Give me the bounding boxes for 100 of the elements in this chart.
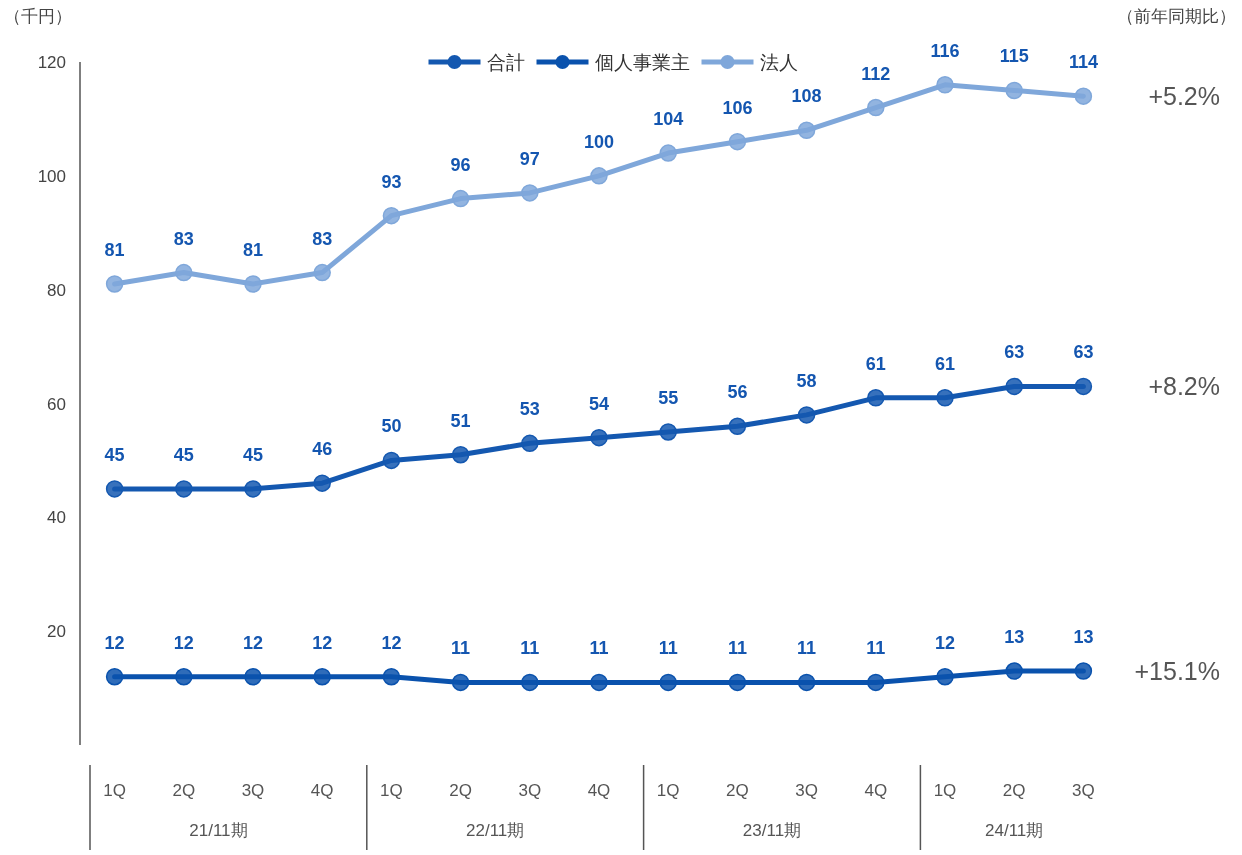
point	[105, 667, 124, 686]
data-label: 61	[934, 353, 956, 374]
x-tick-label: 2Q	[172, 781, 196, 800]
y-tick-label: 20	[47, 622, 66, 642]
data-label: 115	[999, 46, 1029, 67]
point	[1005, 662, 1023, 680]
data-label: 54	[588, 393, 610, 414]
point	[797, 406, 816, 424]
legend-label: 個人事業主	[594, 52, 690, 73]
legend-label: 法人	[759, 52, 798, 73]
text: +8.2%	[1148, 372, 1220, 401]
text: 21/11期	[189, 821, 248, 840]
point	[244, 667, 262, 686]
x-tick-label: 4Q	[310, 781, 334, 800]
point	[1074, 87, 1093, 105]
data-label: 51	[450, 410, 471, 431]
point	[659, 144, 677, 162]
data-label: 55	[658, 387, 679, 408]
point	[105, 480, 124, 498]
point	[244, 480, 262, 498]
x-tick-label: 2Q	[1002, 781, 1026, 800]
data-label: 93	[381, 171, 402, 192]
point	[590, 428, 608, 447]
point	[936, 389, 954, 407]
point	[1074, 662, 1093, 680]
text: 23/11期	[742, 821, 802, 840]
data-label: 11	[797, 638, 817, 659]
data-label: 11	[520, 638, 540, 659]
point	[382, 667, 401, 686]
x-tick-label: 3Q	[1072, 781, 1095, 800]
data-label: 11	[658, 638, 678, 659]
point	[313, 667, 331, 686]
x-tick-label: 3Q	[795, 781, 818, 800]
y-tick-label: 80	[47, 280, 66, 300]
data-label: 11	[589, 638, 609, 659]
x-tick-label: 2Q	[449, 781, 472, 800]
data-label: 83	[312, 228, 333, 249]
point	[728, 132, 747, 151]
point	[313, 263, 331, 282]
text: 24/11期	[985, 821, 1044, 840]
data-label: 63	[1004, 342, 1025, 363]
point	[659, 673, 677, 692]
data-label: 83	[173, 228, 194, 249]
point	[1074, 377, 1093, 396]
text: 22/11期	[466, 821, 525, 840]
data-label: 63	[1073, 342, 1094, 363]
data-label: 81	[104, 239, 125, 260]
data-label: 58	[796, 370, 817, 391]
data-label: 108	[791, 86, 822, 107]
data-label: 50	[381, 416, 402, 437]
y-tick-label: 40	[47, 508, 66, 528]
x-tick-label: 3Q	[241, 781, 265, 800]
data-label: 45	[173, 444, 194, 465]
data-label: 12	[381, 632, 402, 653]
legend-label: 合計	[486, 52, 525, 73]
point	[521, 673, 539, 692]
data-label: 45	[104, 444, 125, 465]
x-tick-label: 1Q	[103, 781, 126, 800]
y-tick-label: 100	[37, 166, 66, 186]
point	[244, 275, 262, 293]
data-label: 11	[451, 638, 471, 659]
y-tick-label: 60	[47, 394, 66, 414]
data-label: 46	[312, 439, 333, 460]
point	[728, 417, 747, 436]
data-label: 12	[104, 632, 125, 653]
text: （前年同期比）	[1117, 7, 1236, 26]
data-label: 11	[727, 638, 747, 659]
point	[451, 673, 470, 692]
point	[936, 76, 954, 94]
point	[659, 423, 677, 441]
point	[590, 673, 608, 692]
point	[175, 263, 193, 282]
x-tick-label: 1Q	[933, 781, 957, 800]
data-label: 45	[242, 444, 264, 465]
data-label: 81	[242, 239, 264, 260]
data-label: 13	[1073, 627, 1094, 648]
point	[867, 389, 885, 407]
data-label: 53	[519, 399, 540, 420]
data-label: 61	[865, 353, 886, 374]
point	[728, 673, 747, 692]
point	[175, 667, 193, 686]
point	[867, 673, 885, 692]
point	[382, 451, 401, 470]
data-label: 12	[312, 632, 333, 653]
y-axis-title: （千円）	[4, 7, 72, 26]
point	[1005, 81, 1023, 100]
point	[521, 434, 539, 453]
point	[797, 121, 816, 140]
data-label: 104	[653, 109, 684, 130]
data-label: 11	[866, 638, 886, 659]
point	[1005, 377, 1023, 396]
x-tick-label: 1Q	[656, 781, 680, 800]
x-tick-label: 1Q	[380, 781, 403, 800]
point	[313, 474, 331, 492]
data-label: 112	[861, 63, 891, 84]
data-label: 97	[519, 148, 540, 169]
x-tick-label: 4Q	[864, 781, 888, 800]
y-tick-label: 120	[37, 53, 66, 72]
point	[867, 98, 885, 117]
point	[105, 275, 124, 293]
